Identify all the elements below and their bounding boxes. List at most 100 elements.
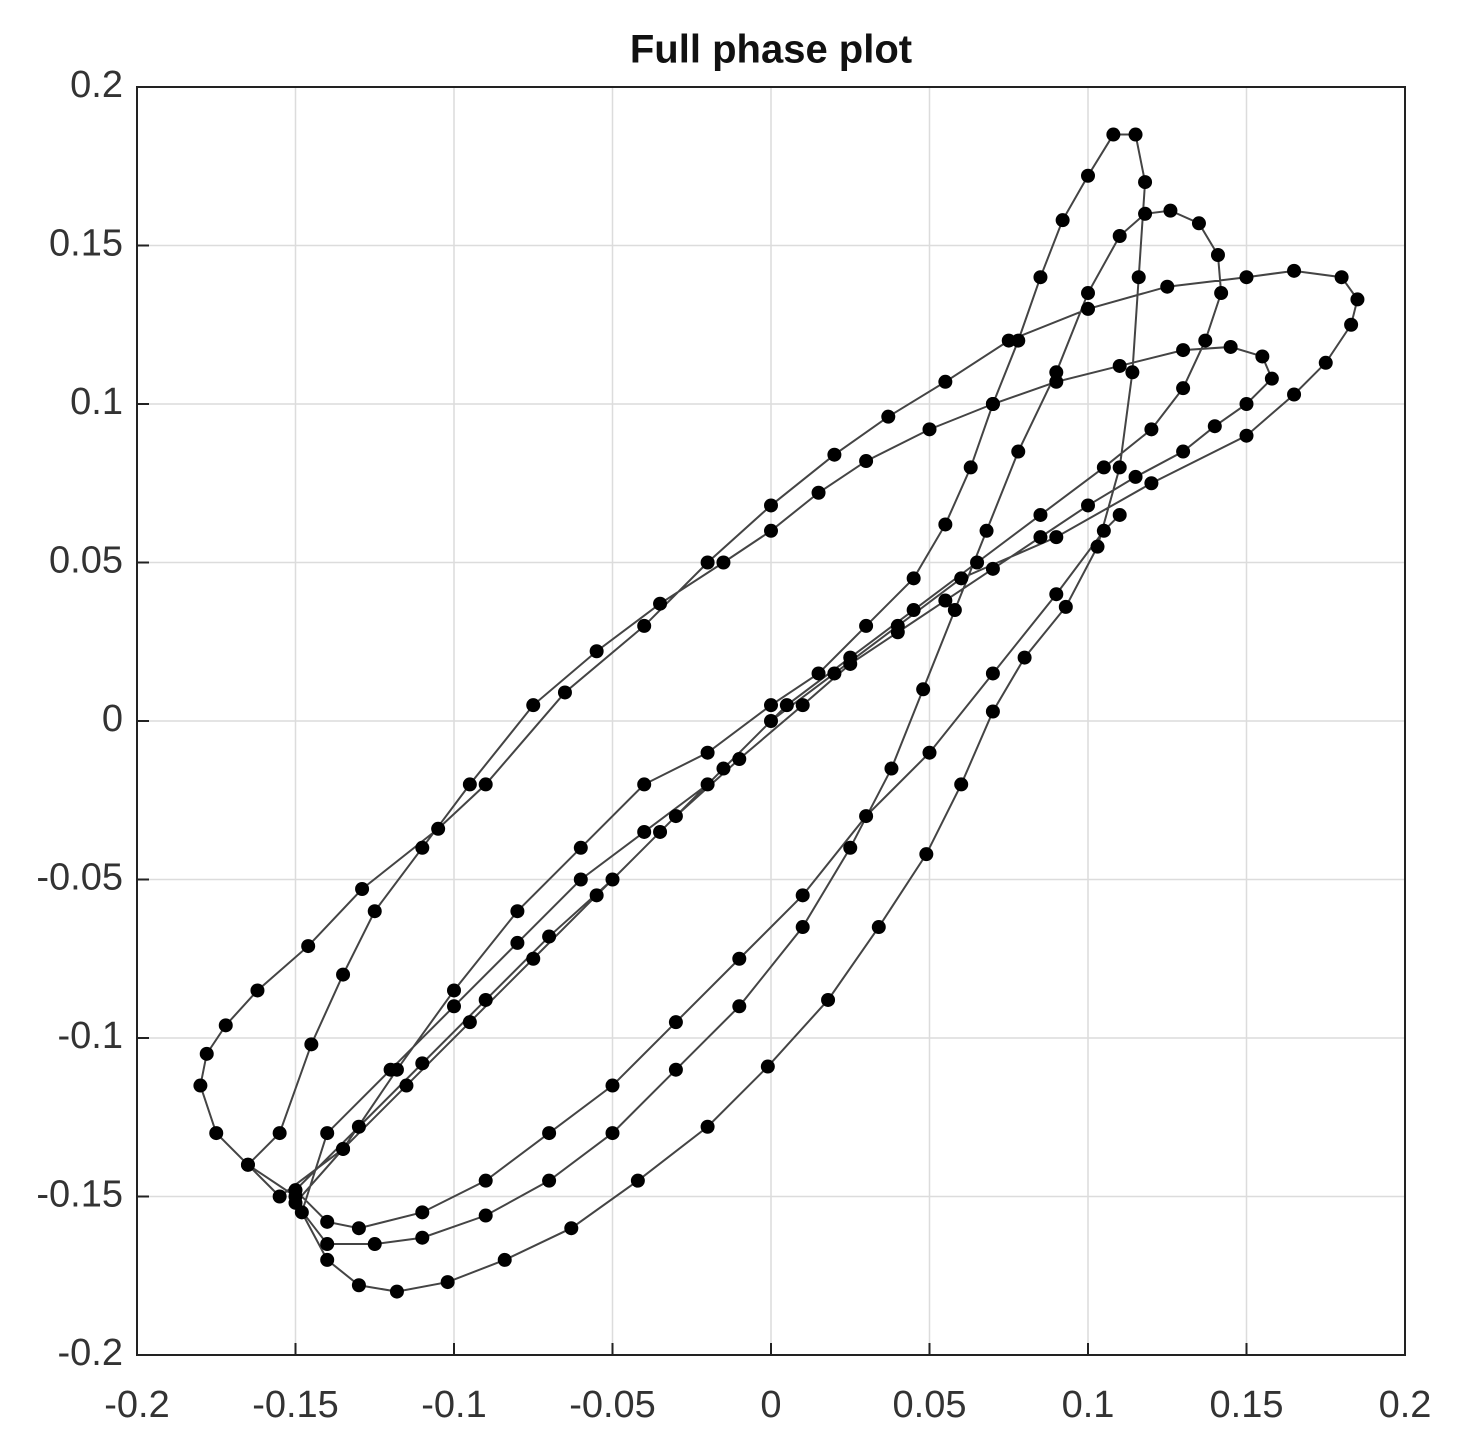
point — [447, 999, 461, 1014]
point — [1011, 444, 1026, 459]
point — [304, 1037, 319, 1052]
point — [447, 983, 461, 998]
point — [1033, 270, 1048, 285]
point — [1081, 498, 1095, 513]
point — [1176, 444, 1191, 459]
point — [288, 1195, 303, 1210]
point — [462, 1015, 477, 1030]
point — [764, 498, 778, 513]
point — [320, 1237, 335, 1252]
point — [399, 1078, 414, 1093]
point — [637, 618, 652, 633]
point — [859, 454, 874, 469]
point — [963, 460, 978, 475]
point — [478, 1208, 493, 1223]
point — [1112, 460, 1127, 475]
point — [985, 561, 1000, 576]
point — [1128, 127, 1143, 142]
point — [605, 872, 620, 887]
y-tick-label: 0.15 — [49, 223, 123, 265]
point — [1239, 270, 1254, 285]
point — [795, 888, 810, 903]
point — [811, 485, 826, 500]
point — [979, 523, 994, 538]
point — [1350, 292, 1365, 307]
point — [1090, 539, 1105, 554]
point — [605, 1126, 620, 1141]
point — [700, 777, 715, 792]
point — [320, 1126, 335, 1141]
point — [510, 904, 525, 919]
point — [1198, 333, 1213, 348]
point — [843, 656, 858, 671]
point — [1033, 530, 1048, 545]
point — [1160, 279, 1175, 294]
point — [1264, 371, 1279, 386]
y-tick-label: -0.1 — [58, 1015, 123, 1057]
point — [827, 447, 842, 462]
y-tick-label: -0.15 — [36, 1174, 123, 1216]
point — [1049, 587, 1064, 602]
point — [700, 745, 715, 760]
point — [526, 951, 541, 966]
point — [764, 714, 778, 728]
point — [821, 992, 836, 1007]
point — [1096, 523, 1111, 538]
plot-line — [193, 127, 1365, 1299]
point — [859, 618, 874, 633]
point — [884, 761, 899, 776]
point — [478, 992, 493, 1007]
point — [732, 999, 747, 1014]
point — [938, 374, 953, 389]
point — [1017, 650, 1032, 665]
point — [985, 397, 1000, 411]
point — [1144, 476, 1159, 491]
point — [1055, 213, 1070, 228]
point — [288, 1183, 303, 1198]
point — [431, 821, 446, 836]
point — [1287, 263, 1302, 278]
point — [1223, 339, 1238, 354]
point — [1081, 301, 1095, 316]
point — [922, 745, 937, 760]
point — [573, 872, 588, 887]
point — [367, 1237, 382, 1252]
point — [301, 939, 316, 954]
point — [1011, 333, 1026, 348]
point — [859, 809, 874, 824]
x-tick-label: 0.15 — [1210, 1384, 1284, 1426]
point — [1287, 387, 1302, 402]
point — [653, 596, 668, 611]
point — [1112, 507, 1127, 522]
point — [700, 1119, 715, 1134]
point — [1176, 381, 1191, 396]
point — [351, 1278, 366, 1293]
point — [1058, 599, 1073, 614]
point — [630, 1173, 645, 1188]
x-tick-label: -0.1 — [421, 1384, 486, 1426]
point — [218, 1018, 233, 1033]
point — [795, 698, 810, 713]
point — [954, 777, 969, 792]
point — [871, 920, 886, 935]
point — [1318, 355, 1333, 370]
point — [415, 840, 430, 855]
point — [1049, 530, 1064, 545]
point — [355, 882, 370, 897]
point — [1125, 365, 1140, 380]
point — [462, 777, 477, 792]
point — [890, 625, 905, 640]
point — [954, 571, 969, 586]
point — [415, 1056, 430, 1071]
point — [668, 1015, 683, 1030]
y-tick-label: 0.2 — [70, 64, 123, 106]
point — [542, 1126, 557, 1141]
point — [843, 840, 858, 855]
point — [811, 666, 826, 681]
x-tick-label: 0.2 — [1379, 1384, 1432, 1426]
point — [668, 1062, 683, 1077]
point — [881, 409, 896, 424]
point — [1106, 127, 1121, 142]
point — [1049, 374, 1064, 389]
point — [542, 1173, 557, 1188]
